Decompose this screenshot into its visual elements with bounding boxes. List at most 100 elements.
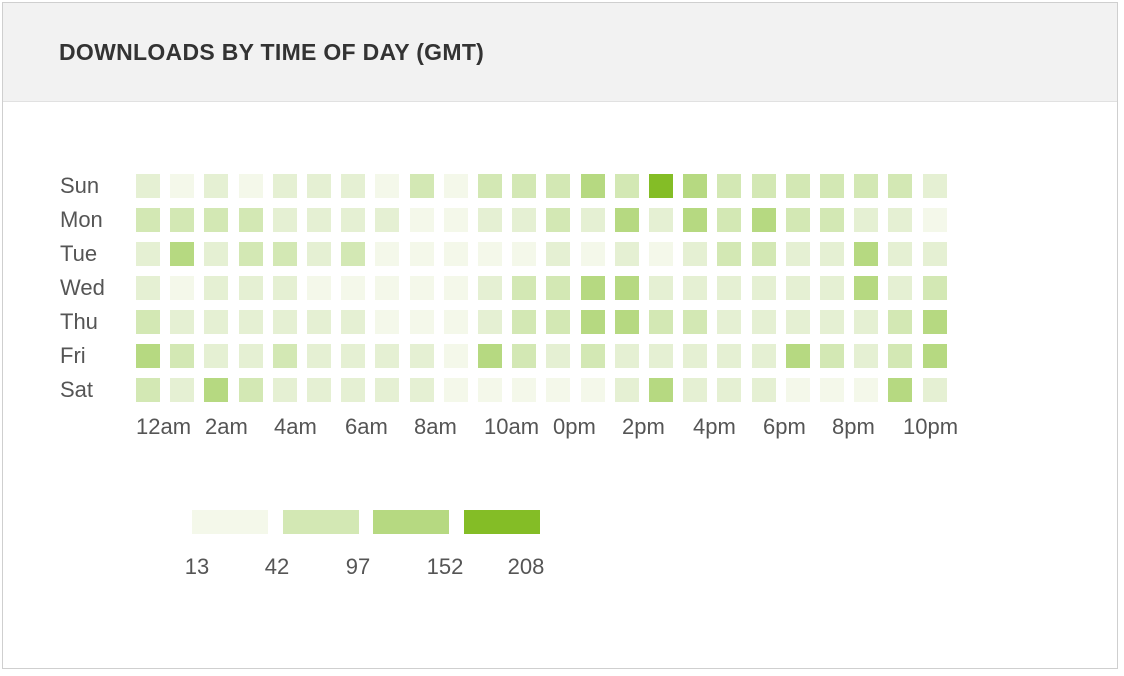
heat-cell-mon-1am[interactable] bbox=[170, 208, 195, 232]
heat-cell-fri-5am[interactable] bbox=[307, 344, 331, 368]
heat-cell-fri-1pm[interactable] bbox=[580, 344, 605, 368]
heat-cell-sun-0pm[interactable] bbox=[546, 174, 571, 198]
heat-cell-thu-7pm[interactable] bbox=[785, 310, 810, 334]
heat-cell-sun-4am[interactable] bbox=[272, 174, 297, 198]
heat-cell-wed-0pm[interactable] bbox=[546, 276, 571, 300]
heat-cell-sun-8am[interactable] bbox=[409, 174, 434, 198]
heat-cell-fri-3pm[interactable] bbox=[649, 344, 673, 368]
heat-cell-mon-9am[interactable] bbox=[443, 208, 468, 232]
heat-cell-sat-10am[interactable] bbox=[478, 378, 502, 402]
heat-cell-tue-10am[interactable] bbox=[478, 242, 502, 266]
heat-cell-sat-11pm[interactable] bbox=[922, 378, 947, 402]
heat-cell-sun-4pm[interactable] bbox=[683, 174, 708, 198]
heat-cell-sun-5am[interactable] bbox=[307, 174, 331, 198]
heat-cell-sat-11am[interactable] bbox=[512, 378, 537, 402]
heat-cell-wed-10pm[interactable] bbox=[888, 276, 913, 300]
heat-cell-wed-4pm[interactable] bbox=[683, 276, 708, 300]
heat-cell-thu-8pm[interactable] bbox=[820, 310, 844, 334]
heat-cell-wed-5pm[interactable] bbox=[717, 276, 742, 300]
heat-cell-tue-3pm[interactable] bbox=[649, 242, 673, 266]
heat-cell-sun-1am[interactable] bbox=[170, 174, 195, 198]
heat-cell-sat-5am[interactable] bbox=[307, 378, 331, 402]
heat-cell-tue-7am[interactable] bbox=[375, 242, 400, 266]
heat-cell-sat-10pm[interactable] bbox=[888, 378, 913, 402]
heat-cell-mon-11am[interactable] bbox=[512, 208, 537, 232]
heat-cell-fri-7pm[interactable] bbox=[785, 344, 810, 368]
heat-cell-tue-2am[interactable] bbox=[204, 242, 229, 266]
heat-cell-wed-5am[interactable] bbox=[307, 276, 331, 300]
heat-cell-sun-12am[interactable] bbox=[136, 174, 160, 198]
heat-cell-wed-2pm[interactable] bbox=[614, 276, 639, 300]
heat-cell-sun-3pm[interactable] bbox=[649, 174, 673, 198]
heat-cell-thu-3pm[interactable] bbox=[649, 310, 673, 334]
heat-cell-sun-3am[interactable] bbox=[238, 174, 263, 198]
heat-cell-mon-0pm[interactable] bbox=[546, 208, 571, 232]
heat-cell-tue-8pm[interactable] bbox=[820, 242, 844, 266]
heat-cell-fri-2am[interactable] bbox=[204, 344, 229, 368]
heat-cell-sat-3am[interactable] bbox=[238, 378, 263, 402]
heat-cell-wed-11pm[interactable] bbox=[922, 276, 947, 300]
heat-cell-sat-5pm[interactable] bbox=[717, 378, 742, 402]
heat-cell-thu-4pm[interactable] bbox=[683, 310, 708, 334]
heat-cell-mon-8pm[interactable] bbox=[820, 208, 844, 232]
heat-cell-tue-5am[interactable] bbox=[307, 242, 331, 266]
heat-cell-tue-6am[interactable] bbox=[341, 242, 366, 266]
heat-cell-wed-11am[interactable] bbox=[512, 276, 537, 300]
heat-cell-wed-9am[interactable] bbox=[443, 276, 468, 300]
heat-cell-sun-1pm[interactable] bbox=[580, 174, 605, 198]
heat-cell-mon-10pm[interactable] bbox=[888, 208, 913, 232]
heat-cell-fri-4pm[interactable] bbox=[683, 344, 708, 368]
heat-cell-wed-12am[interactable] bbox=[136, 276, 160, 300]
heat-cell-sat-12am[interactable] bbox=[136, 378, 160, 402]
heat-cell-mon-12am[interactable] bbox=[136, 208, 160, 232]
heat-cell-sat-9am[interactable] bbox=[443, 378, 468, 402]
heat-cell-wed-8am[interactable] bbox=[409, 276, 434, 300]
heat-cell-wed-2am[interactable] bbox=[204, 276, 229, 300]
heat-cell-fri-9am[interactable] bbox=[443, 344, 468, 368]
heat-cell-tue-1pm[interactable] bbox=[580, 242, 605, 266]
heat-cell-mon-7am[interactable] bbox=[375, 208, 400, 232]
heat-cell-sun-2am[interactable] bbox=[204, 174, 229, 198]
heat-cell-mon-5pm[interactable] bbox=[717, 208, 742, 232]
heat-cell-sat-2pm[interactable] bbox=[614, 378, 639, 402]
heat-cell-tue-11am[interactable] bbox=[512, 242, 537, 266]
heat-cell-wed-9pm[interactable] bbox=[854, 276, 879, 300]
heat-cell-thu-1pm[interactable] bbox=[580, 310, 605, 334]
heat-cell-sat-6pm[interactable] bbox=[751, 378, 776, 402]
heat-cell-thu-10am[interactable] bbox=[478, 310, 502, 334]
heat-cell-thu-3am[interactable] bbox=[238, 310, 263, 334]
heat-cell-fri-10am[interactable] bbox=[478, 344, 502, 368]
heat-cell-sat-1am[interactable] bbox=[170, 378, 195, 402]
heat-cell-mon-6pm[interactable] bbox=[751, 208, 776, 232]
heat-cell-thu-2am[interactable] bbox=[204, 310, 229, 334]
heat-cell-fri-7am[interactable] bbox=[375, 344, 400, 368]
heat-cell-sun-7am[interactable] bbox=[375, 174, 400, 198]
heat-cell-wed-4am[interactable] bbox=[272, 276, 297, 300]
heat-cell-thu-5pm[interactable] bbox=[717, 310, 742, 334]
heat-cell-thu-8am[interactable] bbox=[409, 310, 434, 334]
heat-cell-tue-3am[interactable] bbox=[238, 242, 263, 266]
heat-cell-wed-8pm[interactable] bbox=[820, 276, 844, 300]
heat-cell-sat-8am[interactable] bbox=[409, 378, 434, 402]
heat-cell-tue-1am[interactable] bbox=[170, 242, 195, 266]
heat-cell-fri-11pm[interactable] bbox=[922, 344, 947, 368]
heat-cell-thu-2pm[interactable] bbox=[614, 310, 639, 334]
heat-cell-mon-3am[interactable] bbox=[238, 208, 263, 232]
heat-cell-sun-7pm[interactable] bbox=[785, 174, 810, 198]
heat-cell-mon-5am[interactable] bbox=[307, 208, 331, 232]
heat-cell-sat-4am[interactable] bbox=[272, 378, 297, 402]
heat-cell-wed-3pm[interactable] bbox=[649, 276, 673, 300]
heat-cell-tue-2pm[interactable] bbox=[614, 242, 639, 266]
heat-cell-mon-2pm[interactable] bbox=[614, 208, 639, 232]
heat-cell-wed-1pm[interactable] bbox=[580, 276, 605, 300]
heat-cell-tue-10pm[interactable] bbox=[888, 242, 913, 266]
heat-cell-tue-7pm[interactable] bbox=[785, 242, 810, 266]
heat-cell-thu-11pm[interactable] bbox=[922, 310, 947, 334]
heat-cell-fri-12am[interactable] bbox=[136, 344, 160, 368]
heat-cell-sat-1pm[interactable] bbox=[580, 378, 605, 402]
heat-cell-thu-12am[interactable] bbox=[136, 310, 160, 334]
heat-cell-mon-8am[interactable] bbox=[409, 208, 434, 232]
heat-cell-tue-12am[interactable] bbox=[136, 242, 160, 266]
heat-cell-fri-6am[interactable] bbox=[341, 344, 366, 368]
heat-cell-sun-5pm[interactable] bbox=[717, 174, 742, 198]
